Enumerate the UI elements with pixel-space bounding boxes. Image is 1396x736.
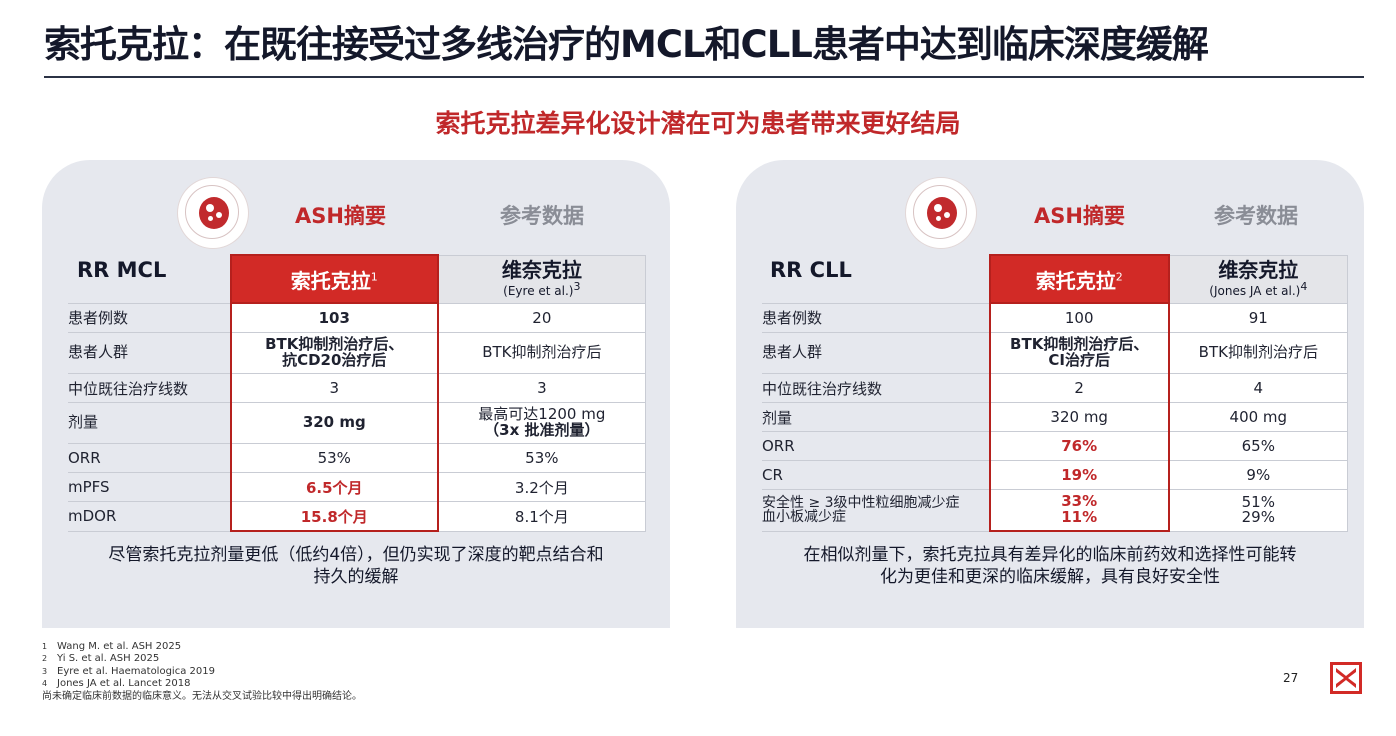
table-row: mDOR 15.8个月 8.1个月 xyxy=(68,501,646,532)
cll-caption: 在相似剂量下，索托克拉具有差异化的临床前药效和选择性可能转 化为更佳和更深的临床缓… xyxy=(803,545,1297,588)
reference-data-header: 参考数据 xyxy=(500,204,584,228)
ash-abstract-header: ASH摘要 xyxy=(295,204,386,228)
table-header-row: 索托克拉1 维奈克拉 (Eyre et al.)3 xyxy=(68,254,646,304)
footnotes: 1 Wang M. et al. ASH 2025 2 Yi S. et al. A… xyxy=(42,641,362,703)
footnote-item: 1 Wang M. et al. ASH 2025 xyxy=(42,641,182,652)
table-row: mPFS 6.5个月 3.2个月 xyxy=(68,472,646,502)
table-row: ORR 76% 65% xyxy=(762,431,1348,461)
table-row: 患者人群 BTK抑制剂治疗后、 抗CD20治疗后 BTK抑制剂治疗后 xyxy=(68,332,646,374)
title-divider xyxy=(44,76,1364,78)
ash-logo-icon xyxy=(178,178,248,248)
footnote-item: 3 Eyre et al. Haematologica 2019 xyxy=(42,665,215,677)
table-row: 剂量 320 mg 最高可达1200 mg （3x 批准剂量） xyxy=(68,402,646,444)
mcl-panel: ASH摘要 参考数据 RR MCL 索托克拉1 维奈克拉 (Eyre et al.… xyxy=(42,160,670,628)
disclaimer: 尚未确定临床前数据的临床意义。无法从交叉试验比较中得出明确结论。 xyxy=(42,690,362,702)
sotorasib-column-header: 索托克拉2 xyxy=(988,254,1170,304)
footnote-item: 4 Jones JA et al. Lancet 2018 xyxy=(42,678,191,690)
footnote-item: 2 Yi S. et al. ASH 2025 xyxy=(42,653,160,665)
reference-data-header: 参考数据 xyxy=(1214,204,1298,228)
table-row: 剂量 320 mg 400 mg xyxy=(762,402,1348,432)
venetoclax-column-header: 维奈克拉 (Jones JA et al.)4 xyxy=(1168,254,1348,304)
venetoclax-column-header: 维奈克拉 (Eyre et al.)3 xyxy=(437,254,646,304)
table-row: 安全性 ≥ 3级中性粒细胞减少症 血小板减少症 33% 11% 51% 29% xyxy=(762,489,1348,532)
table-row: 患者人群 BTK抑制剂治疗后、 CI治疗后 BTK抑制剂治疗后 xyxy=(762,332,1348,374)
page-title: 索托克拉：在既往接受过多线治疗的MCL和CLL患者中达到临床深度缓解 xyxy=(44,23,1209,66)
sotorasib-column-header: 索托克拉1 xyxy=(229,254,439,304)
mcl-comparison-table: 索托克拉1 维奈克拉 (Eyre et al.)3 患者例数 103 20 患者人… xyxy=(68,254,646,532)
table-row: CR 19% 9% xyxy=(762,460,1348,490)
table-header-row: 索托克拉2 维奈克拉 (Jones JA et al.)4 xyxy=(762,254,1348,304)
table-row: 患者例数 100 91 xyxy=(762,302,1348,333)
mcl-caption: 尽管索托克拉剂量更低（低约4倍），但仍实现了深度的靶点结合和 持久的缓解 xyxy=(108,545,604,588)
cll-comparison-table: 索托克拉2 维奈克拉 (Jones JA et al.)4 患者例数 100 91… xyxy=(762,254,1348,532)
table-row: 中位既往治疗线数 2 4 xyxy=(762,373,1348,403)
ash-abstract-header: ASH摘要 xyxy=(1034,204,1125,228)
table-row: 患者例数 103 20 xyxy=(68,302,646,333)
table-row: ORR 53% 53% xyxy=(68,443,646,473)
company-logo-icon xyxy=(1330,662,1362,694)
page-subtitle: 索托克拉差异化设计潜在可为患者带来更好结局 xyxy=(435,109,961,138)
table-row: 中位既往治疗线数 3 3 xyxy=(68,373,646,403)
cll-panel: ASH摘要 参考数据 RR CLL 索托克拉2 维奈克拉 (Jones JA et… xyxy=(736,160,1364,628)
page-number: 27 xyxy=(1283,671,1299,685)
ash-logo-icon xyxy=(906,178,976,248)
